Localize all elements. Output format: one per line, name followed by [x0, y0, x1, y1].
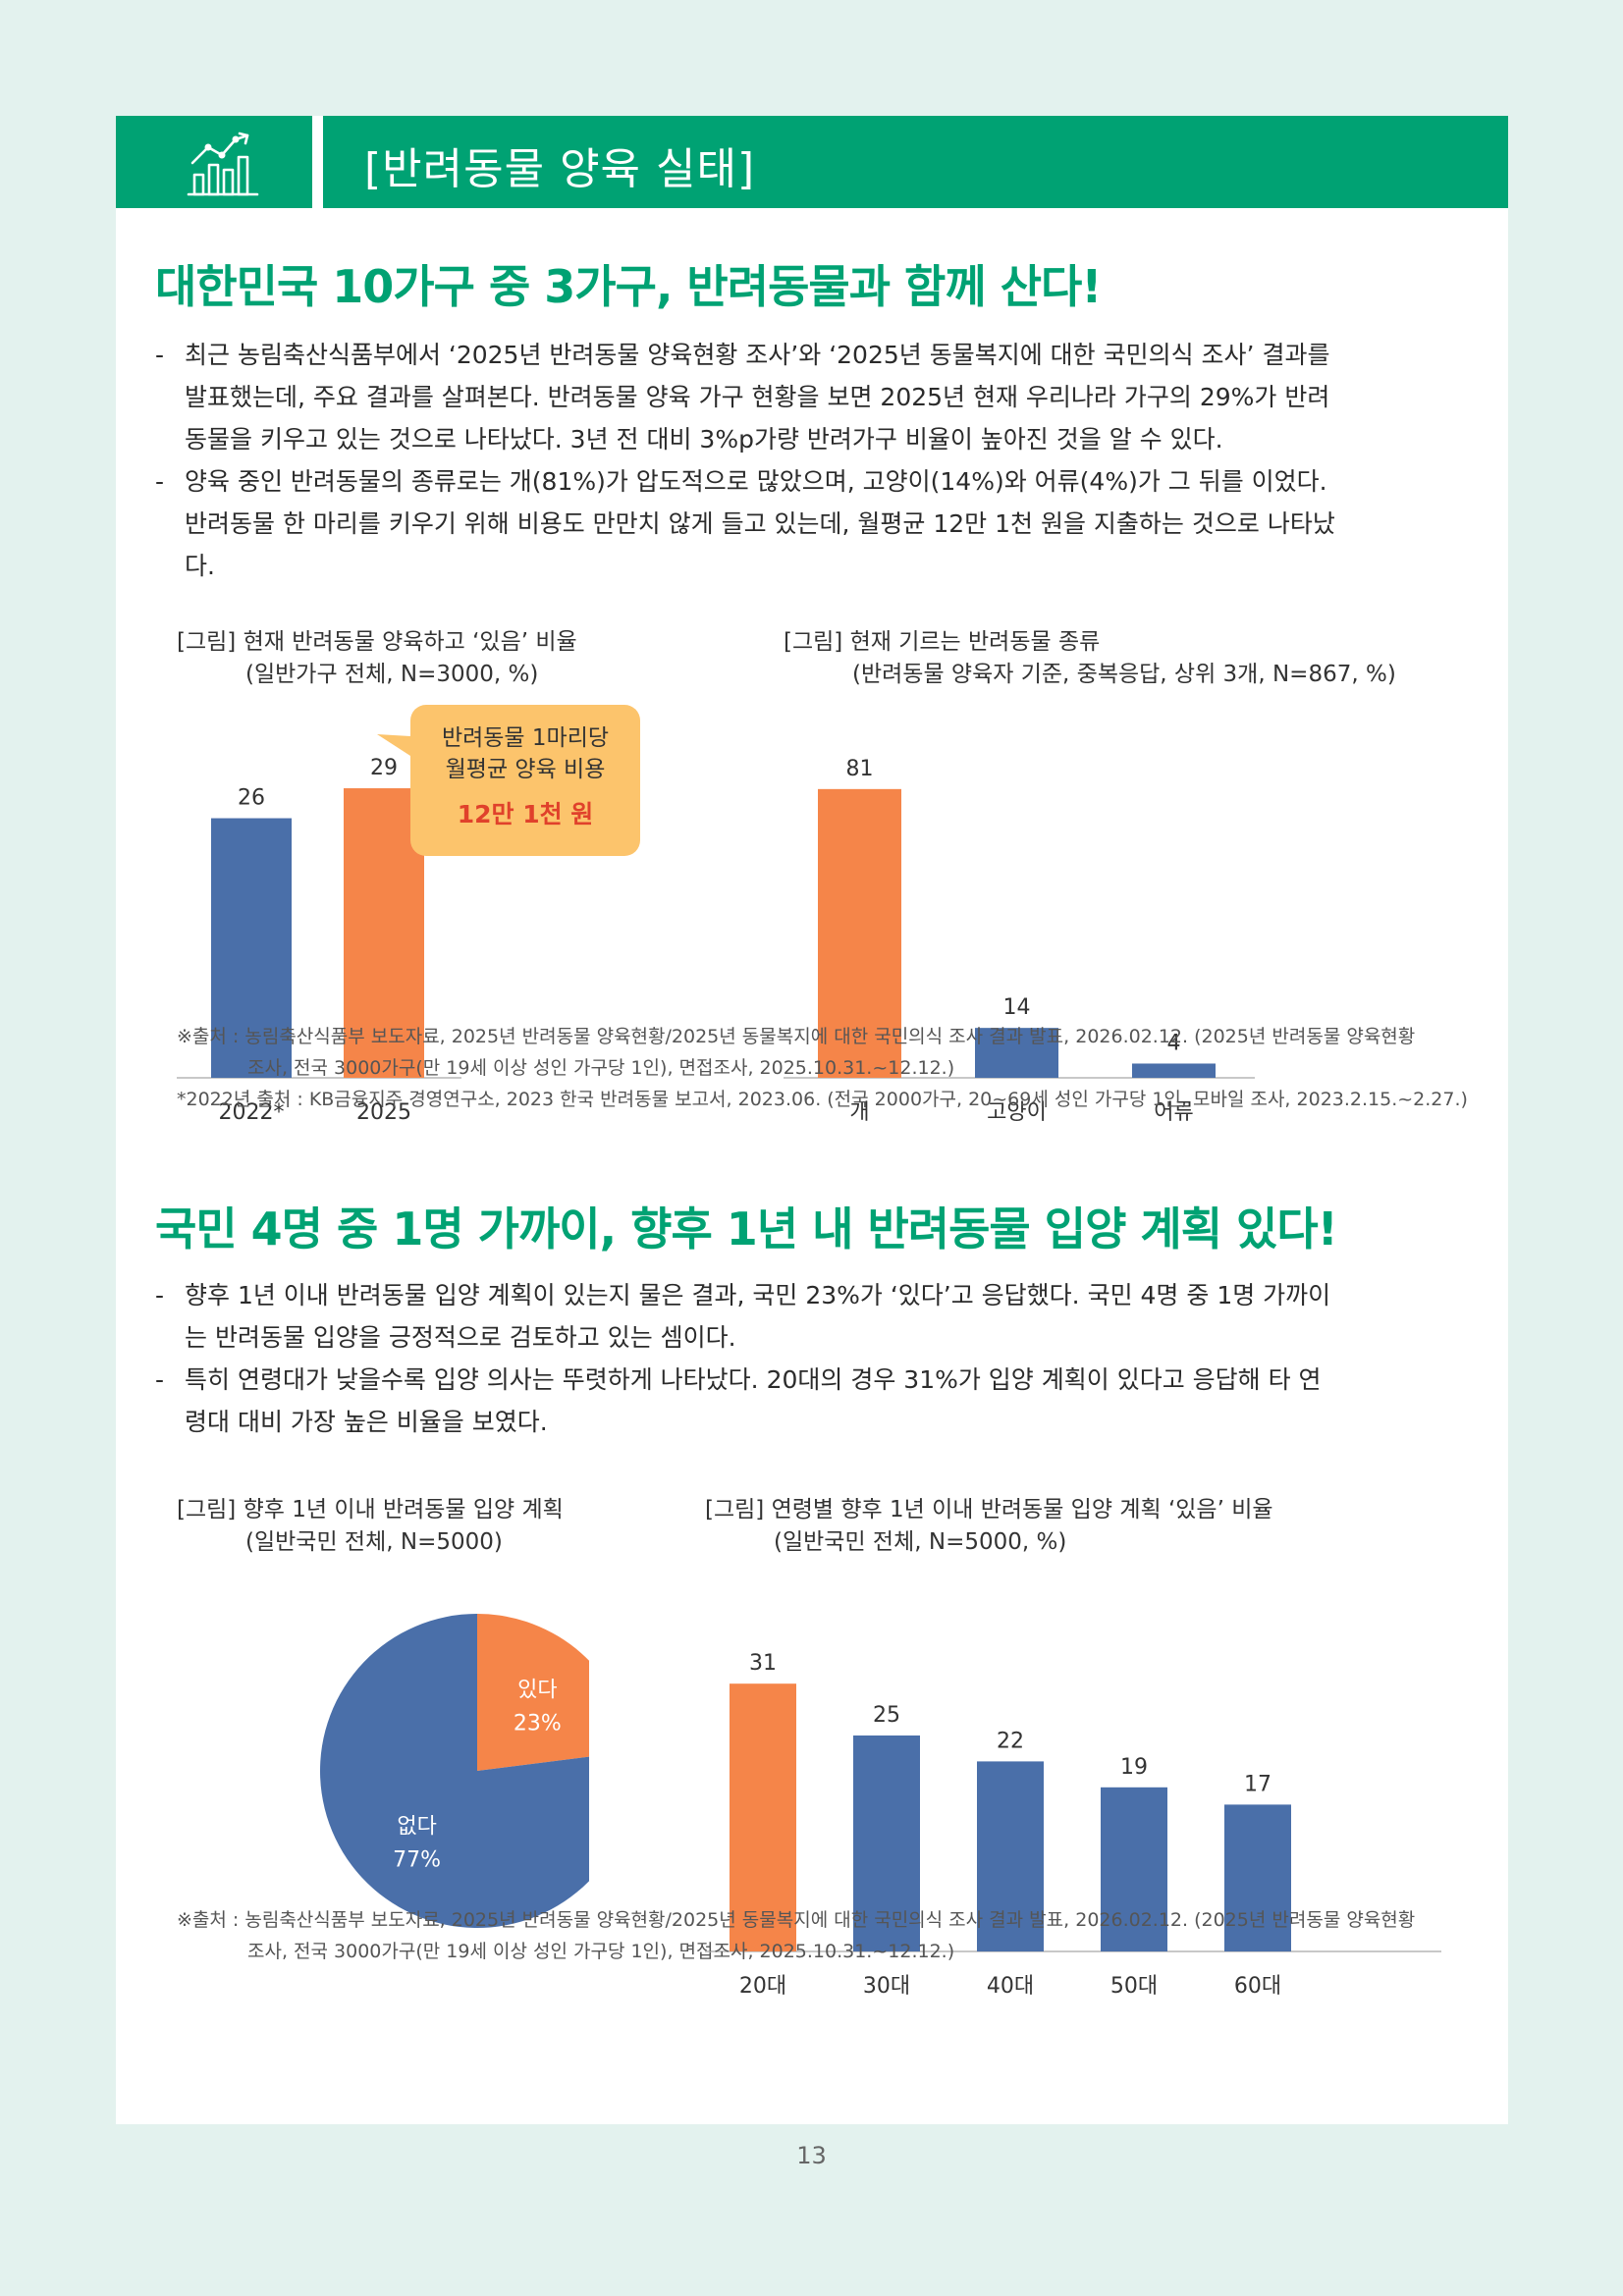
section2-source: ※출처 : 농림축산식품부 보도자료, 2025년 반려동물 양육현황/2025…	[177, 1909, 1416, 1962]
data-label: 19	[1120, 1755, 1148, 1780]
slice-category-label: 있다	[517, 1678, 557, 1702]
section2-title: 국민 4명 중 1명 가까이, 향후 1년 내 반려동물 입양 계획 있다!	[155, 1202, 1338, 1255]
bar	[730, 1683, 796, 1951]
header-title-box: [반려동물 양육 실태]	[323, 116, 1508, 208]
header-icon-box	[116, 116, 312, 208]
section1-title: 대한민국 10가구 중 3가구, 반려동물과 함께 산다!	[155, 260, 1102, 313]
category-label: 어류	[1154, 1100, 1193, 1125]
bar	[853, 1735, 920, 1951]
data-label: 14	[1003, 995, 1031, 1020]
category-label: 2022*	[219, 1100, 285, 1125]
bar	[975, 1028, 1058, 1078]
pie-slice	[477, 1614, 589, 1771]
bar	[818, 788, 901, 1078]
fig4-caption: [그림] 연령별 향후 1년 이내 반려동물 입양 계획 ‘있음’ 비율 (일반…	[705, 1497, 1273, 1555]
data-label: 31	[749, 1651, 777, 1676]
header-title: [반려동물 양육 실태]	[364, 144, 756, 194]
category-label: 50대	[1110, 1974, 1158, 1999]
chart-adoption-plan: 있다 23% 없다 77%	[319, 1614, 589, 1928]
data-label: 26	[238, 786, 265, 811]
section2-bullet: 특히 연령대가 낮을수록 입양 의사는 뚜렷하게 나타났다. 20대의 경우 3…	[155, 1359, 1515, 1443]
bar	[1224, 1804, 1291, 1951]
callout-bubble	[377, 705, 640, 856]
category-label: 60대	[1234, 1974, 1281, 1999]
slice-category-label: 없다	[397, 1815, 436, 1840]
chart-adoption-by-age: 31 20대 25 30대 22 40대 19 50대 17 60대	[705, 1651, 1441, 1999]
data-label: 25	[873, 1703, 900, 1728]
slice-value-label: 23%	[514, 1711, 562, 1735]
data-label: 29	[370, 756, 398, 780]
bar	[1132, 1063, 1216, 1078]
page: [반려동물 양육 실태] 대한민국 10가구 중 3가구, 반려동물과 함께 산…	[116, 116, 1508, 2124]
category-label: 고양이	[987, 1100, 1047, 1125]
bar	[977, 1761, 1044, 1951]
fig3-caption: [그림] 향후 1년 이내 반려동물 입양 계획 (일반국민 전체, N=500…	[177, 1497, 564, 1555]
category-label: 20대	[739, 1974, 786, 1999]
callout-value: 12만 1천 원	[457, 800, 594, 828]
fig2-caption: [그림] 현재 기르는 반려동물 종류 (반려동물 양육자 기준, 중복응답, …	[784, 629, 1396, 687]
category-label: 30대	[863, 1974, 910, 1999]
callout-line1: 반려동물 1마리당	[441, 725, 610, 751]
chart-pet-types: 81 개 14 고양이 4 어류	[784, 757, 1255, 1125]
pie-slice	[319, 1614, 589, 1928]
fig1-caption: [그림] 현재 반려동물 양육하고 ‘있음’ 비율 (일반가구 전체, N=30…	[177, 629, 577, 687]
data-label: 17	[1244, 1772, 1271, 1796]
bar	[1101, 1787, 1167, 1951]
category-label: 2025	[356, 1100, 411, 1125]
slice-value-label: 77%	[393, 1848, 441, 1873]
section-header: [반려동물 양육 실태]	[116, 116, 1508, 208]
section2-body: 향후 1년 이내 반려동물 입양 계획이 있는지 물은 결과, 국민 23%가 …	[155, 1274, 1515, 1443]
page-number: 13	[796, 2142, 827, 2169]
section1-bullet: 양육 중인 반려동물의 종류로는 개(81%)가 압도적으로 많았으며, 고양이…	[155, 460, 1515, 587]
section1-source: ※출처 : 농림축산식품부 보도자료, 2025년 반려동물 양육현황/2025…	[177, 1026, 1468, 1110]
category-label: 40대	[987, 1974, 1034, 1999]
section1-body: 최근 농림축산식품부에서 ‘2025년 반려동물 양육현황 조사’와 ‘2025…	[155, 334, 1515, 587]
section1-bullet: 최근 농림축산식품부에서 ‘2025년 반려동물 양육현황 조사’와 ‘2025…	[155, 334, 1515, 460]
bar	[211, 818, 292, 1078]
chart-pet-households: 26 2022* 29 2025	[177, 756, 461, 1125]
section2-bullet: 향후 1년 이내 반려동물 입양 계획이 있는지 물은 결과, 국민 23%가 …	[155, 1274, 1515, 1359]
data-label: 4	[1167, 1031, 1181, 1055]
data-label: 81	[846, 757, 874, 781]
callout-line2: 월평균 양육 비용	[445, 757, 606, 782]
data-label: 22	[997, 1729, 1024, 1753]
category-label: 개	[849, 1100, 869, 1125]
cost-callout: 반려동물 1마리당 월평균 양육 비용 12만 1천 원	[377, 705, 666, 856]
growth-chart-icon	[187, 132, 259, 196]
